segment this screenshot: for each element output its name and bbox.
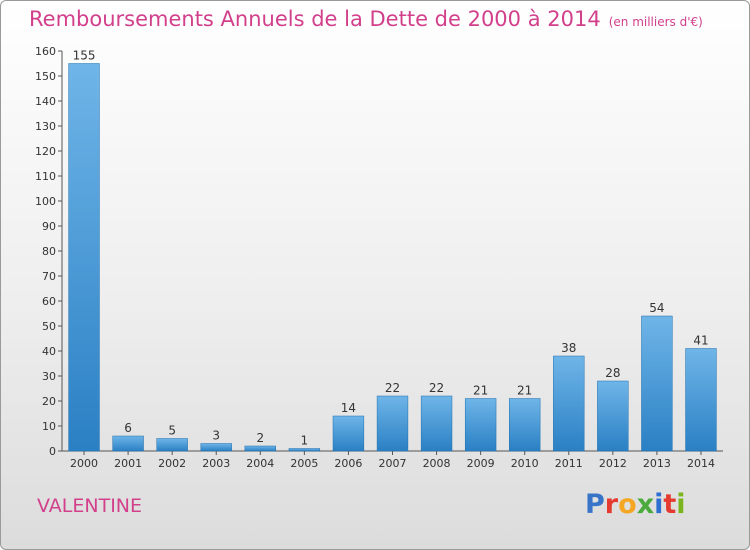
y-tick-label: 120: [35, 145, 56, 158]
x-tick-label: 2003: [202, 457, 230, 470]
bar: [288, 448, 321, 452]
chart-title: Remboursements Annuels de la Dette de 20…: [29, 7, 703, 31]
bar-value-label: 14: [341, 401, 356, 415]
x-tick-label: 2002: [158, 457, 186, 470]
logo-letter: P: [585, 489, 605, 520]
bar-value-label: 21: [517, 384, 532, 398]
bar-value-label: 5: [168, 424, 176, 438]
bar-value-label: 6: [124, 421, 132, 435]
logo-letter: r: [604, 489, 619, 520]
title-text: Remboursements Annuels de la Dette de 20…: [29, 7, 601, 31]
logo-letter: t: [663, 489, 677, 520]
bar-value-label: 1: [301, 434, 309, 448]
y-tick-label: 100: [35, 195, 56, 208]
y-tick-label: 10: [42, 420, 56, 433]
bar: [464, 398, 497, 452]
logo-letter: i: [654, 489, 664, 520]
y-tick-label: 140: [35, 95, 56, 108]
logo-letter: o: [618, 489, 637, 520]
bar: [685, 348, 717, 452]
y-tick-label: 150: [35, 70, 56, 83]
bar: [200, 443, 232, 452]
x-tick-label: 2011: [555, 457, 583, 470]
bar-value-label: 22: [429, 381, 444, 395]
x-tick-label: 2000: [70, 457, 98, 470]
bar: [68, 63, 100, 452]
y-tick-label: 130: [35, 120, 56, 133]
bar-value-label: 28: [605, 366, 620, 380]
y-tick-label: 20: [42, 395, 56, 408]
x-tick-label: 2010: [511, 457, 539, 470]
commune-name: VALENTINE: [37, 495, 143, 517]
bar: [597, 380, 629, 452]
x-tick-label: 2004: [246, 457, 274, 470]
bar-value-label: 2: [256, 431, 264, 445]
bar-value-label: 41: [693, 334, 708, 348]
bar-value-label: 22: [385, 381, 400, 395]
bar: [332, 415, 365, 452]
x-tick-label: 2007: [379, 457, 407, 470]
bar: [244, 445, 276, 452]
proxiti-logo: Proxiti: [585, 489, 686, 520]
bar-value-label: 3: [212, 429, 220, 443]
logo-letter: i: [676, 489, 686, 520]
bar: [641, 315, 673, 452]
x-tick-label: 2008: [423, 457, 451, 470]
x-tick-label: 2009: [467, 457, 495, 470]
bar: [509, 398, 541, 452]
bar: [112, 435, 144, 452]
bar: [156, 438, 188, 452]
y-tick-label: 60: [42, 295, 56, 308]
x-tick-label: 2013: [643, 457, 671, 470]
y-tick-label: 30: [42, 370, 56, 383]
unit-note: (en milliers d'€): [608, 15, 703, 29]
bar-value-label: 21: [473, 384, 488, 398]
x-tick-label: 2001: [114, 457, 142, 470]
x-tick-label: 2014: [687, 457, 715, 470]
bar: [376, 395, 409, 452]
y-tick-label: 80: [42, 245, 56, 258]
y-tick-label: 50: [42, 320, 56, 333]
y-tick-label: 70: [42, 270, 56, 283]
y-tick-label: 0: [49, 445, 56, 458]
bar: [420, 395, 453, 452]
x-tick-label: 2005: [290, 457, 318, 470]
bar-value-label: 155: [73, 49, 96, 63]
y-tick-label: 40: [42, 345, 56, 358]
bar-value-label: 38: [561, 341, 576, 355]
logo-letter: x: [636, 489, 655, 520]
x-tick-label: 2006: [334, 457, 362, 470]
bar: [553, 355, 585, 452]
bar-value-label: 54: [649, 301, 664, 315]
x-tick-label: 2012: [599, 457, 627, 470]
y-tick-label: 90: [42, 220, 56, 233]
axes: 0 10 20 30 40 50 60 70 80 90 100 110 120 130 140 150 160…: [35, 45, 723, 470]
y-tick-label: 160: [35, 45, 56, 58]
y-tick-label: 110: [35, 170, 56, 183]
